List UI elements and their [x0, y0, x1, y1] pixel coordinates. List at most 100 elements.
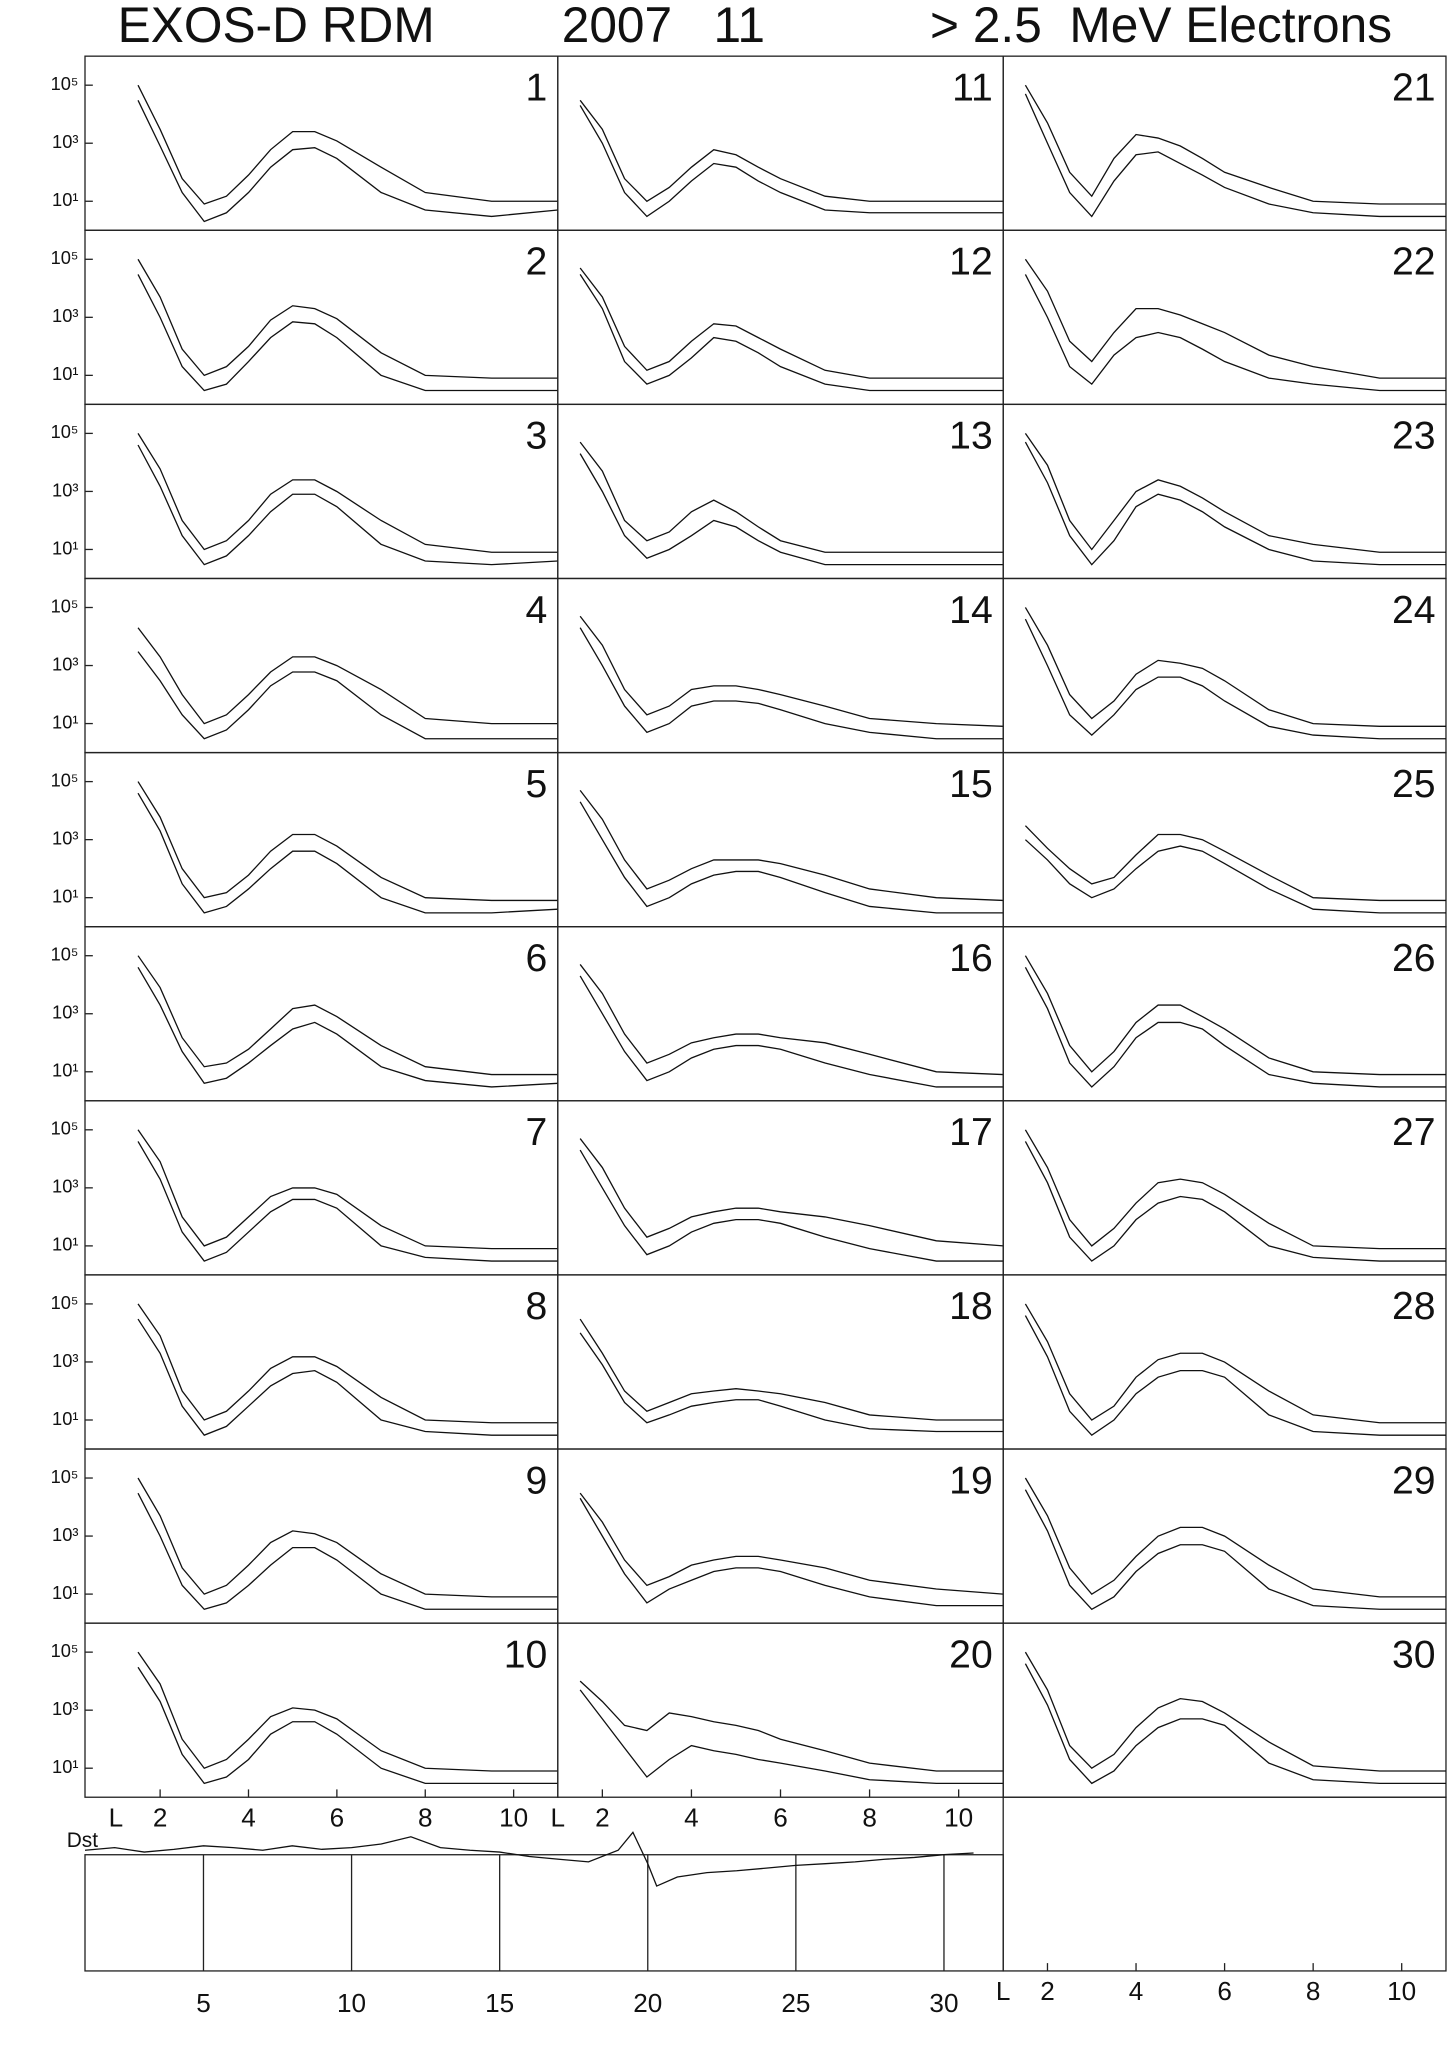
day-label: 20 [949, 1633, 993, 1676]
y-tick-label: 10¹ [52, 1582, 78, 1603]
y-tick-label: 10⁵ [51, 247, 79, 268]
flux-trace [137, 84, 558, 205]
day-label: 29 [1392, 1459, 1436, 1502]
y-tick-label: 10¹ [52, 537, 78, 558]
dst-label: Dst [67, 1829, 99, 1852]
flux-trace [579, 1680, 1004, 1772]
flux-trace [579, 105, 1004, 218]
panel-frame [84, 55, 559, 231]
panel-frame [557, 577, 1004, 754]
y-tick-label: 10³ [52, 131, 78, 152]
y-tick-label: 10³ [52, 1698, 78, 1719]
flux-trace [137, 955, 558, 1076]
dst-trace [84, 1831, 974, 1887]
day-label: 19 [949, 1459, 993, 1502]
day-label: 11 [952, 66, 993, 109]
flux-trace [579, 267, 1004, 379]
x-tick-label: 2 [153, 1802, 168, 1832]
flux-trace [137, 258, 558, 379]
flux-trace [1024, 274, 1446, 392]
flux-trace [1024, 1129, 1446, 1250]
flux-trace [579, 627, 1004, 740]
flux-trace [579, 1689, 1004, 1785]
x-axis-label: L [109, 1802, 124, 1832]
x-tick-label: 2 [1040, 1976, 1055, 2006]
day-label: 2 [526, 241, 548, 284]
day-label: 21 [1392, 66, 1436, 109]
flux-trace [579, 615, 1004, 727]
flux-trace [137, 274, 558, 392]
flux-trace [1024, 1303, 1446, 1424]
flux-trace [1024, 839, 1446, 914]
day-label: 18 [949, 1285, 993, 1328]
flux-trace [137, 444, 558, 566]
x-tick-label: 20 [633, 1988, 662, 2018]
flux-trace [579, 99, 1004, 203]
dst-frame [84, 1854, 1004, 1972]
y-tick-label: 10¹ [52, 1060, 78, 1081]
flux-trace [137, 627, 558, 725]
y-tick-label: 10³ [52, 1002, 78, 1023]
flux-trace [1024, 93, 1446, 218]
flux-trace [1024, 258, 1446, 379]
flux-trace [1024, 967, 1446, 1088]
y-tick-label: 10⁵ [51, 944, 79, 965]
panel-frame [557, 55, 1004, 231]
y-tick-label: 10³ [52, 479, 78, 500]
x-axis-label: L [551, 1802, 566, 1832]
flux-trace [137, 1492, 558, 1611]
x-tick-label: 6 [330, 1802, 345, 1832]
flux-trace [137, 100, 558, 223]
y-tick-label: 10⁵ [51, 1640, 79, 1661]
x-tick-label: 10 [337, 1988, 366, 2018]
day-label: 9 [526, 1459, 548, 1502]
x-tick-label: 10 [1387, 1976, 1416, 2006]
flux-trace [1024, 607, 1446, 727]
day-label: 30 [1392, 1633, 1436, 1676]
flux-trace [1024, 1651, 1446, 1772]
x-tick-label: 2 [595, 1802, 610, 1832]
flux-trace [579, 1497, 1004, 1607]
flux-trace [579, 1149, 1004, 1262]
flux-trace [579, 274, 1004, 392]
y-tick-label: 10¹ [52, 1234, 78, 1255]
x-tick-label: 4 [684, 1802, 699, 1832]
flux-trace [1024, 1315, 1446, 1437]
day-label: 26 [1392, 937, 1436, 980]
y-tick-label: 10¹ [52, 363, 78, 384]
day-label: 13 [949, 415, 993, 458]
flux-trace [579, 1492, 1004, 1595]
day-label: 28 [1392, 1285, 1436, 1328]
day-label: 16 [949, 937, 993, 980]
flux-trace [137, 1666, 558, 1785]
flux-trace [579, 1138, 1004, 1247]
flux-trace [137, 966, 558, 1088]
x-tick-label: 8 [1306, 1976, 1321, 2006]
title-left: EXOS-D RDM [118, 0, 435, 53]
x-tick-label: 10 [499, 1802, 528, 1832]
x-tick-label: 15 [485, 1988, 514, 2018]
panel-frame [84, 926, 559, 1102]
flux-trace [1024, 1663, 1446, 1785]
y-tick-label: 10³ [52, 1350, 78, 1371]
flux-trace [137, 1651, 558, 1772]
y-tick-label: 10³ [52, 653, 78, 674]
flux-trace [137, 792, 558, 914]
flux-trace [137, 1141, 558, 1262]
y-tick-label: 10³ [52, 1524, 78, 1545]
y-tick-label: 10¹ [52, 189, 78, 210]
title-date: 2007 11 [562, 0, 765, 53]
flux-trace [579, 801, 1004, 914]
day-label: 24 [1392, 589, 1436, 632]
flux-trace [579, 453, 1004, 566]
x-tick-label: 4 [241, 1802, 256, 1832]
empty-panel-frame [1002, 1796, 1447, 1972]
flux-trace [137, 433, 558, 553]
day-label: 15 [949, 763, 993, 806]
x-tick-label: 6 [773, 1802, 788, 1832]
panel-frame [84, 403, 559, 580]
y-tick-label: 10⁵ [51, 769, 79, 790]
x-tick-label: 10 [944, 1802, 973, 1832]
day-label: 8 [526, 1285, 548, 1328]
